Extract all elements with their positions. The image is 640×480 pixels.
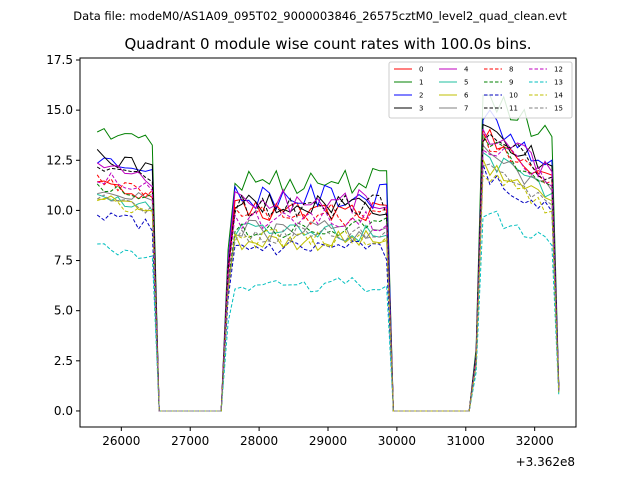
legend-label-15: 15: [554, 105, 563, 113]
legend-label-13: 13: [554, 79, 563, 87]
legend-label-8: 8: [509, 66, 513, 74]
legend-label-5: 5: [464, 79, 468, 87]
plot-area: [80, 58, 576, 427]
x-tick-label: 29000: [309, 434, 347, 448]
y-tick-label: 12.5: [46, 153, 73, 167]
x-tick-label: 27000: [171, 434, 209, 448]
legend-label-9: 9: [509, 79, 513, 87]
x-tick-label: 32000: [516, 434, 554, 448]
legend-label-11: 11: [509, 105, 518, 113]
x-tick-label: 28000: [240, 434, 278, 448]
axis-layer: 26000 27000 28000 29000 30000 31000 32000 0.0 2.…: [46, 53, 553, 448]
legend-box: [388, 61, 573, 119]
x-tick-label: 30000: [378, 434, 416, 448]
chart-title: Quadrant 0 module wise count rates with …: [124, 35, 531, 53]
legend-label-12: 12: [554, 66, 563, 74]
legend-label-4: 4: [464, 66, 469, 74]
chart-suptitle: Data file: modeM0/AS1A09_095T02_90000038…: [73, 9, 567, 23]
y-tick-label: 7.5: [54, 254, 73, 268]
series-line-15: [96, 163, 560, 412]
legend-label-7: 7: [464, 105, 468, 113]
y-tick-label: 10.0: [46, 203, 73, 217]
legend-label-10: 10: [509, 92, 518, 100]
legend-label-3: 3: [419, 105, 423, 113]
x-tick-label: 26000: [102, 434, 140, 448]
x-tick-label: 31000: [447, 434, 485, 448]
legend-label-2: 2: [419, 92, 423, 100]
y-tick-label: 2.5: [54, 354, 73, 368]
legend-label-6: 6: [464, 92, 469, 100]
series-layer: [96, 94, 560, 412]
legend-label-0: 0: [419, 66, 423, 74]
y-tick-label: 5.0: [54, 304, 73, 318]
legend-label-14: 14: [554, 92, 563, 100]
y-tick-label: 15.0: [46, 103, 73, 117]
y-tick-label: 17.5: [46, 53, 73, 67]
legend-label-1: 1: [419, 79, 423, 87]
y-tick-label: 0.0: [54, 404, 73, 418]
x-offset-label: +3.362e8: [516, 455, 575, 469]
